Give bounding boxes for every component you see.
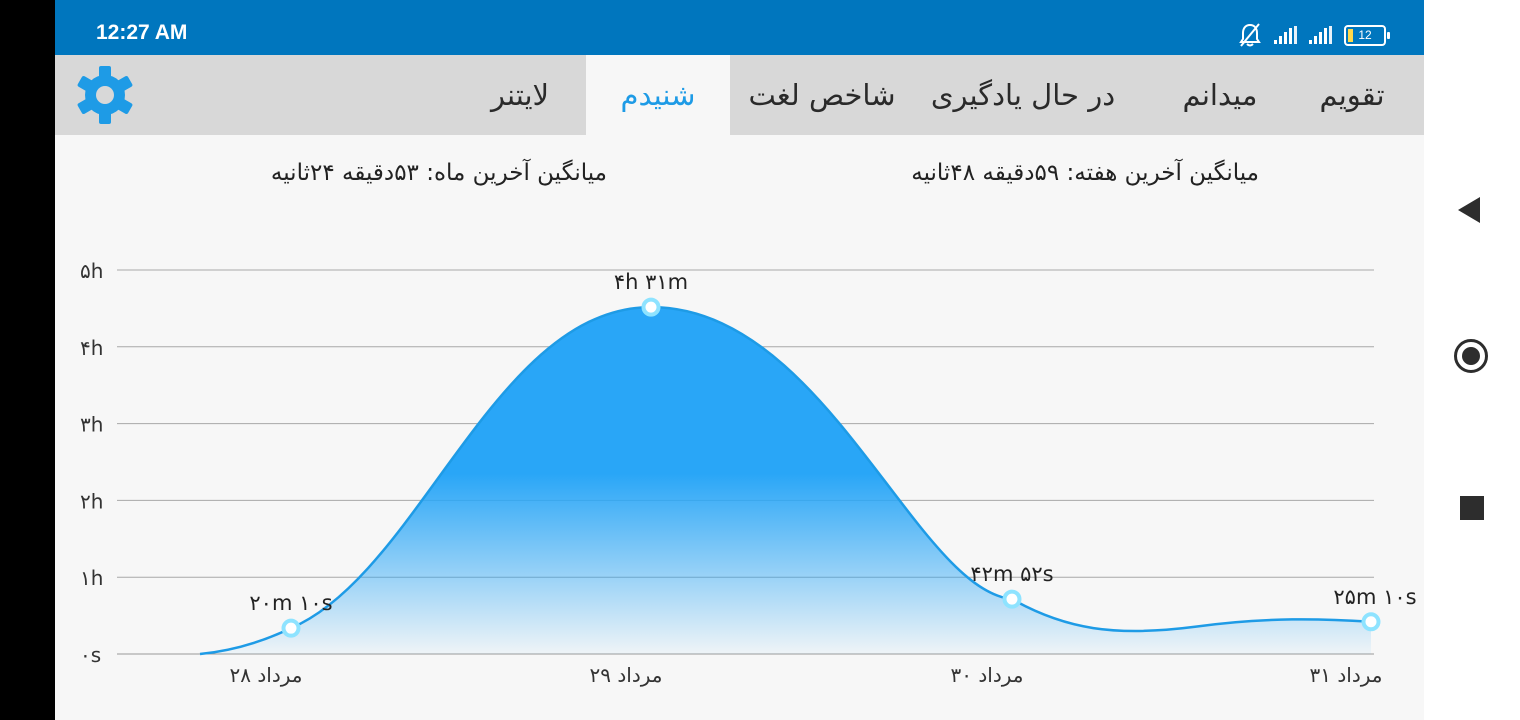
week-average: میانگین آخرین هفته: ۵۹دقیقه ۴۸ثانیه <box>911 160 1259 186</box>
month-average: میانگین آخرین ماه: ۵۳دقیقه ۲۴ثانیه <box>270 160 607 186</box>
tab-learning[interactable]: در حال یادگیری <box>930 78 1116 112</box>
phone-screen: 12:27 AM 12 <box>55 0 1424 720</box>
y-tick-label: ۴h <box>80 336 103 360</box>
data-label: ۲۰m ۱۰s <box>249 591 332 615</box>
data-label: ۴۲m ۵۲s <box>970 562 1053 586</box>
data-point <box>641 297 661 317</box>
y-tick-label: ۲h <box>80 489 103 513</box>
battery-icon: 12 <box>1344 24 1390 46</box>
data-point <box>281 618 301 638</box>
gear-icon[interactable] <box>73 63 137 127</box>
chart-area-fill <box>200 307 1371 654</box>
data-label: ۲۵m ۱۰s <box>1333 585 1416 609</box>
y-tick-label: ۱h <box>80 566 103 590</box>
y-tick-label: ۳h <box>80 413 103 437</box>
signal-icon <box>1309 26 1332 44</box>
tab-calendar[interactable]: تقویم <box>1319 78 1385 112</box>
home-icon[interactable] <box>1454 339 1488 373</box>
status-bar: 12:27 AM 12 <box>55 0 1424 55</box>
tab-heard[interactable]: شنیدم <box>586 55 730 135</box>
x-tick-label: ۲۸ مرداد <box>230 663 303 687</box>
tab-known[interactable]: میدانم <box>1182 78 1258 112</box>
x-tick-label: ۲۹ مرداد <box>590 663 663 687</box>
tab-word-index[interactable]: شاخص لغت <box>748 78 896 112</box>
chart-series-line <box>199 305 1372 656</box>
back-icon[interactable] <box>1458 197 1480 223</box>
recents-icon[interactable] <box>1460 496 1484 520</box>
bell-muted-icon <box>1239 23 1261 47</box>
signal-icon <box>1274 26 1297 44</box>
data-label: ۴h ۳۱m <box>614 270 688 294</box>
navigation-bar <box>1424 0 1520 720</box>
data-point <box>1002 589 1022 609</box>
data-point <box>1361 612 1381 632</box>
x-tick-label: ۳۱ مرداد <box>1310 663 1383 687</box>
status-icons: 12 <box>1238 20 1390 50</box>
tab-leitner[interactable]: لایتنر <box>490 78 550 112</box>
x-tick-label: ۳۰ مرداد <box>951 663 1024 687</box>
battery-level: 12 <box>1358 27 1372 42</box>
status-time: 12:27 AM <box>96 21 188 44</box>
y-tick-label: ۰s <box>80 643 101 667</box>
y-tick-label: ۵h <box>80 259 103 283</box>
listening-time-chart: ۰s ۱h ۲h ۳h ۴h ۵h ۲۸ مرداد ۲۹ مرداد ۳۰ مرداد ۳۱ م… <box>80 259 1417 687</box>
tab-bar: تقویم میدانم در حال یادگیری شاخص لغت شنی… <box>55 55 1424 135</box>
